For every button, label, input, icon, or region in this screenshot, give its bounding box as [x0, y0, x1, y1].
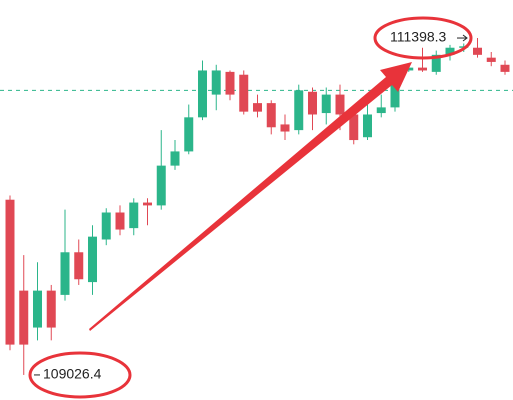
candle-body	[115, 212, 125, 230]
candle-body	[60, 252, 70, 295]
candle-body	[239, 74, 249, 112]
candle-body	[445, 47, 455, 55]
candle-body	[225, 71, 235, 95]
candle-body	[486, 57, 496, 62]
candle-body	[5, 199, 15, 345]
candle-body	[321, 94, 331, 114]
candle-body	[184, 117, 194, 152]
candle-body	[390, 80, 400, 108]
candle-body	[46, 290, 56, 328]
candle-body	[363, 114, 372, 138]
candle-body	[500, 64, 510, 72]
trend-arrow	[89, 62, 412, 331]
low-label: 109026.4	[43, 366, 102, 382]
candle-body	[253, 103, 262, 112]
candle-body	[404, 67, 414, 71]
candle-body	[308, 91, 317, 115]
candle-body	[349, 114, 359, 141]
plot-area	[0, 38, 513, 375]
candle-body	[170, 151, 180, 166]
candle-body	[19, 290, 29, 345]
candle-body	[143, 202, 152, 206]
candle-body	[74, 252, 84, 280]
candle-body	[431, 54, 441, 72]
candle-body	[156, 165, 166, 206]
candle-body	[198, 70, 207, 118]
candle-body	[129, 202, 139, 229]
candle-body	[473, 47, 482, 55]
candle-body	[294, 90, 304, 131]
pointer-mark	[462, 34, 468, 42]
candle-body	[266, 103, 276, 128]
candle-body	[376, 107, 386, 114]
highlight-circle	[373, 16, 473, 60]
candle-body	[88, 236, 97, 283]
candle-body	[101, 212, 111, 240]
high-label: 111398.3	[390, 29, 447, 45]
candle-body	[211, 70, 221, 95]
candle-body	[335, 94, 345, 115]
candle-body	[33, 290, 42, 328]
candle-body	[418, 67, 427, 71]
candle-body	[280, 124, 290, 132]
highlight-circle	[28, 351, 132, 399]
